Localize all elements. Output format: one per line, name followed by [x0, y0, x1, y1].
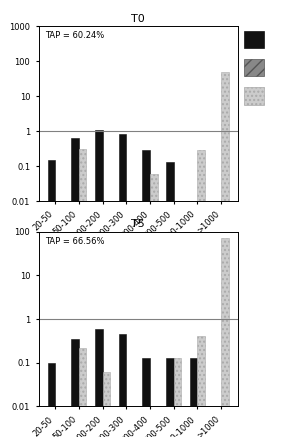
Bar	[119, 334, 126, 437]
Bar	[48, 160, 55, 437]
Bar	[174, 358, 181, 437]
Bar	[197, 336, 205, 437]
Bar	[119, 134, 126, 437]
Bar	[79, 348, 86, 437]
Bar	[95, 130, 102, 437]
Bar	[166, 162, 174, 437]
Bar	[221, 72, 229, 437]
Bar	[142, 150, 150, 437]
Text: TAP = 60.24%: TAP = 60.24%	[45, 31, 104, 41]
X-axis label: Size of pores (mm): Size of pores (mm)	[95, 246, 181, 256]
Bar	[190, 358, 197, 437]
Bar	[166, 358, 174, 437]
Title: T0: T0	[131, 14, 145, 24]
Text: TAP = 66.56%: TAP = 66.56%	[45, 237, 104, 246]
Bar	[95, 329, 102, 437]
Bar	[142, 358, 150, 437]
Bar	[221, 238, 229, 437]
Bar	[150, 174, 157, 437]
Bar	[71, 138, 79, 437]
Bar	[48, 363, 55, 437]
Bar	[79, 149, 86, 437]
Title: T5: T5	[131, 219, 145, 229]
Bar	[197, 150, 205, 437]
Bar	[71, 339, 79, 437]
Bar	[102, 372, 110, 437]
